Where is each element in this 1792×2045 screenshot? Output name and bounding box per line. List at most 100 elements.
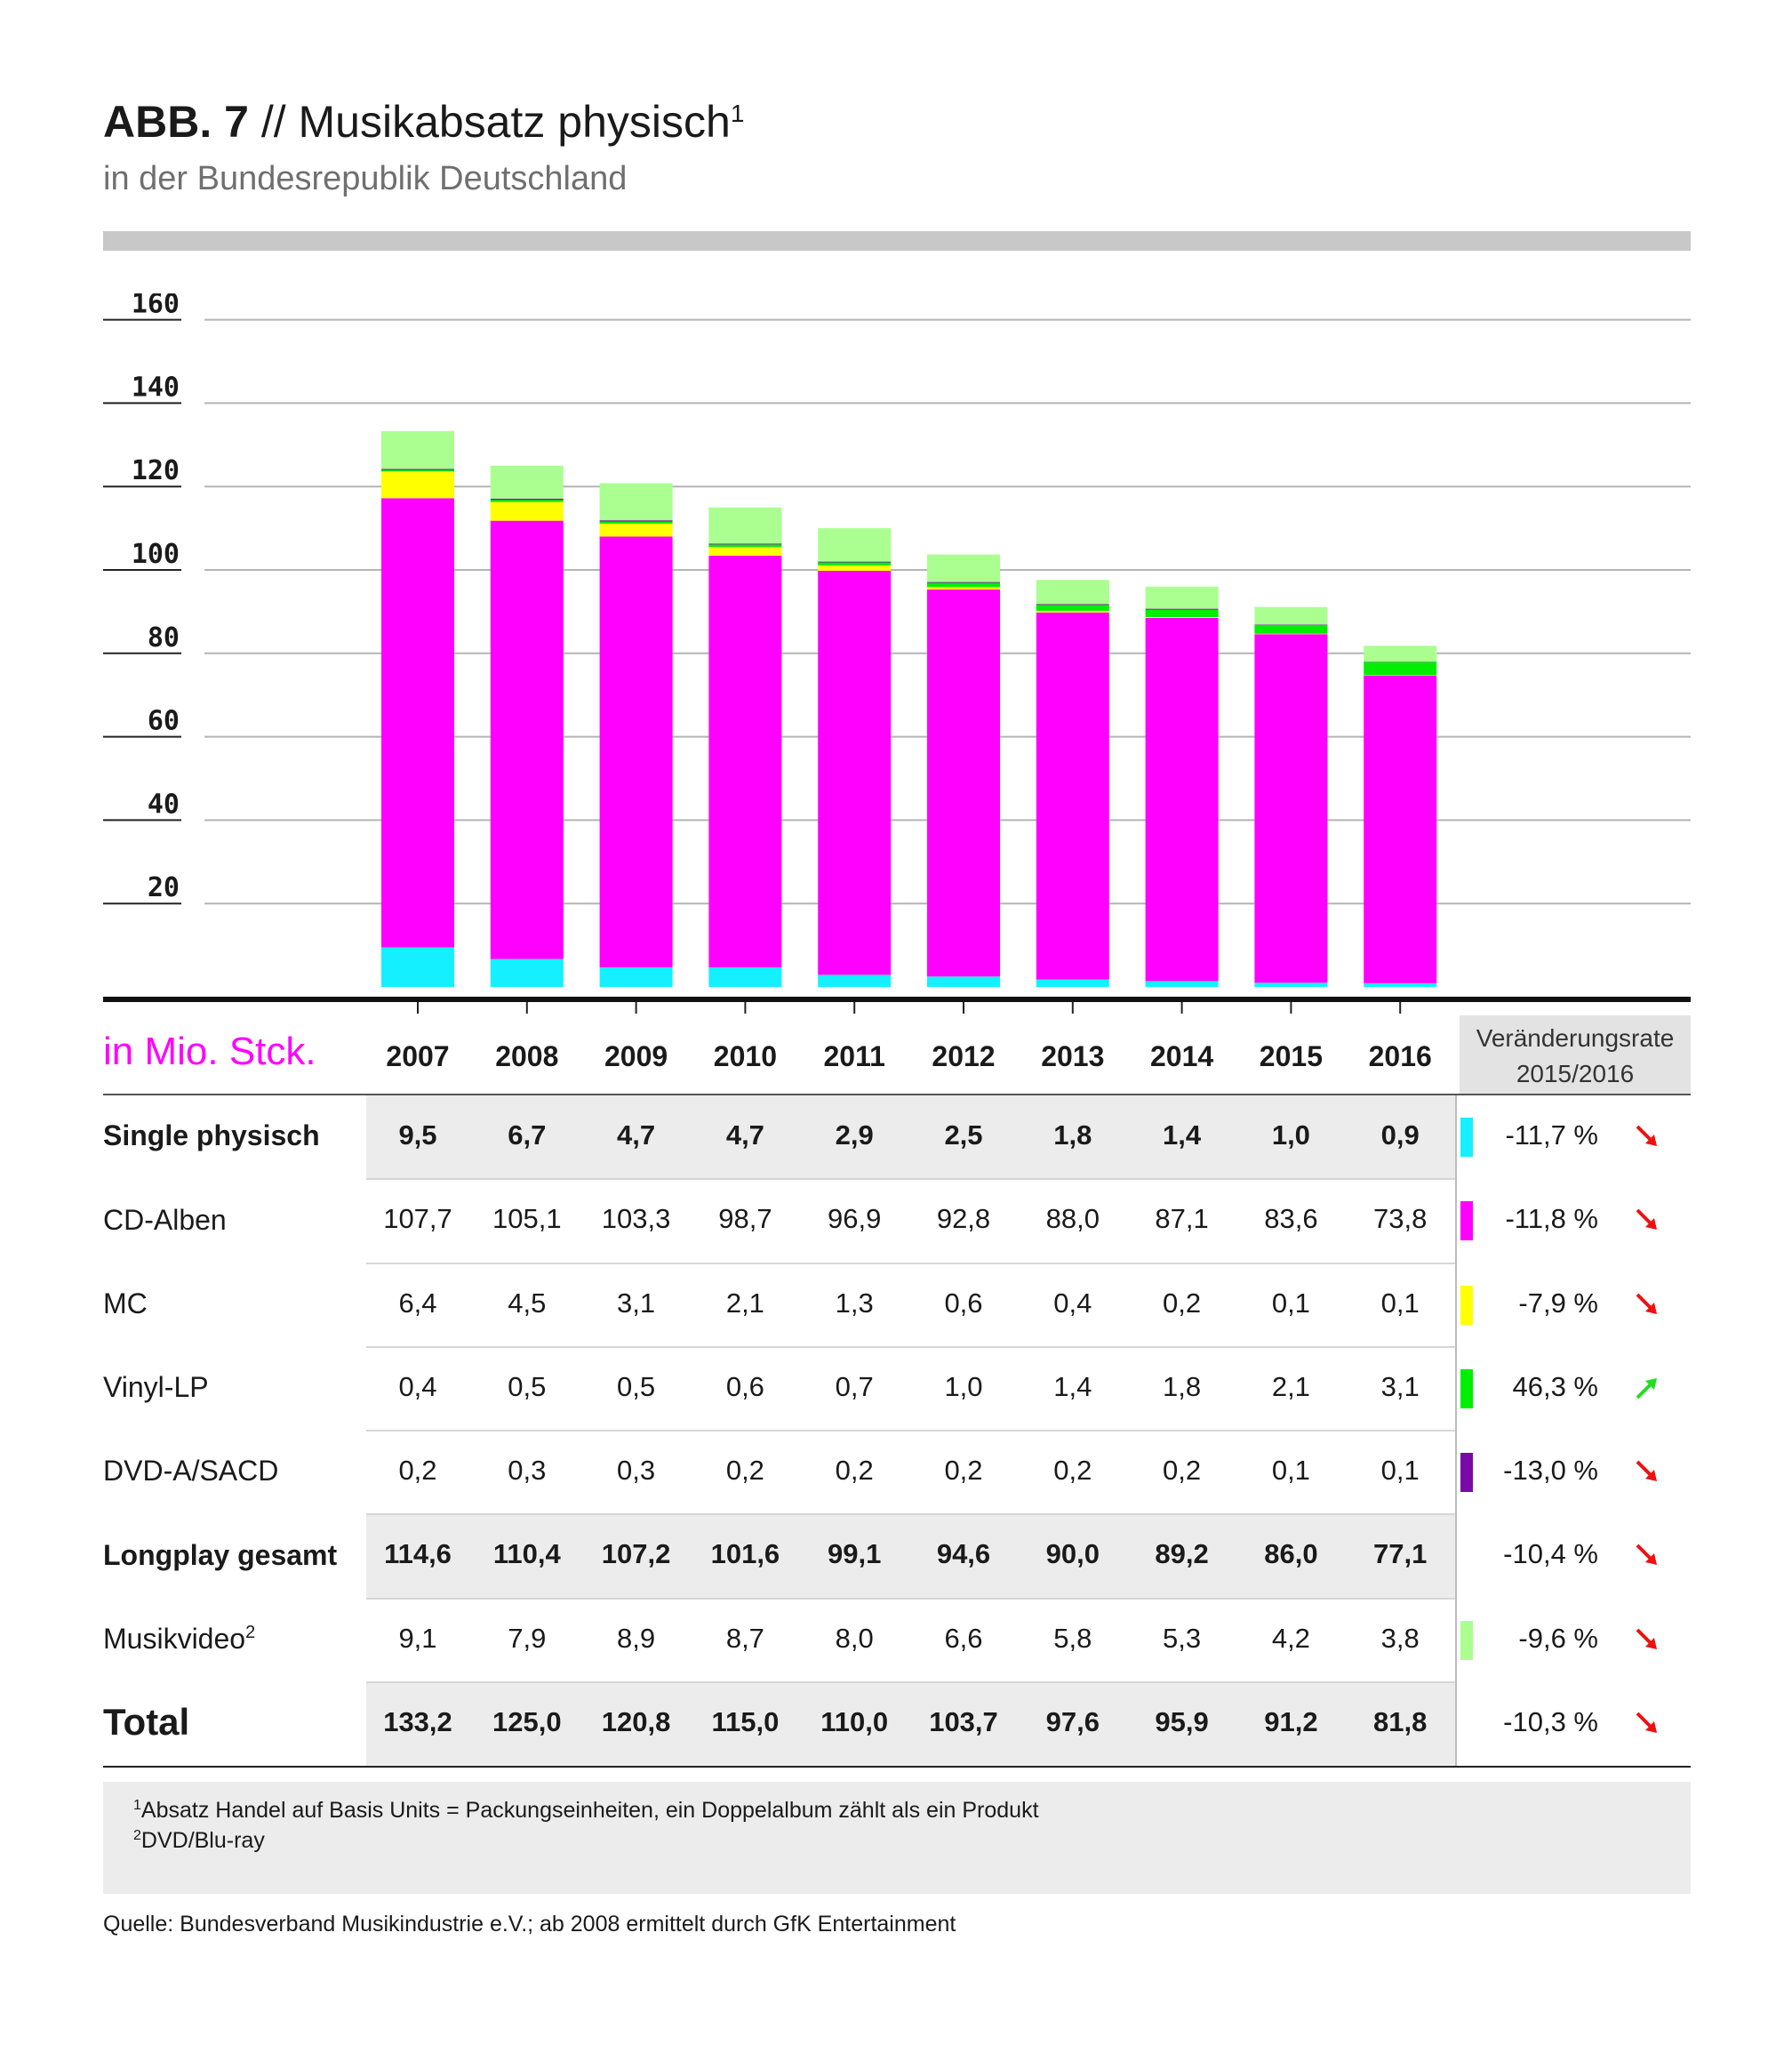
header-divider [103, 231, 1691, 251]
bar-2012-series-4 [927, 581, 1000, 583]
cell-total-2008: 125,0 [492, 1705, 562, 1737]
cell-dvd-a-sacd-2011: 0,2 [835, 1455, 874, 1487]
bar-2008-series-1 [490, 520, 564, 959]
cell-mc-2007: 6,4 [398, 1287, 437, 1319]
cell-longplay-gesamt-2014: 89,2 [1155, 1538, 1209, 1570]
bar-2015-series-1 [1254, 634, 1328, 983]
bar-2007-series-4 [381, 469, 454, 470]
trend-down-arrow-icon [1636, 1293, 1657, 1314]
row-separator [366, 1680, 1456, 1683]
year-header-2013: 2013 [1041, 1040, 1105, 1072]
bar-2009-series-3 [599, 521, 673, 524]
bar-2013-series-5 [1036, 580, 1109, 605]
change-rate-total: -10,3 % [1503, 1705, 1598, 1737]
cell-single-physisch-2010: 4,7 [725, 1119, 764, 1151]
cell-longplay-gesamt-2013: 90,0 [1045, 1538, 1100, 1570]
row-separator [366, 1430, 1456, 1432]
change-rate-dvd-a-sacd: -13,0 % [1503, 1455, 1598, 1487]
cell-cd-alben-2011: 96,9 [828, 1203, 882, 1235]
cell-vinyl-lp-2015: 2,1 [1271, 1370, 1310, 1402]
cell-musikvideo-2008: 7,9 [508, 1622, 547, 1654]
table-column-separator [1455, 1095, 1457, 1766]
cell-dvd-a-sacd-2012: 0,2 [944, 1455, 983, 1487]
cell-single-physisch-2012: 2,5 [944, 1119, 983, 1151]
cell-dvd-a-sacd-2016: 0,1 [1380, 1455, 1420, 1487]
legend-swatch-mc [1460, 1285, 1473, 1325]
table-header-divider [103, 1094, 1691, 1095]
title-footnote-mark: 1 [730, 100, 745, 127]
cell-dvd-a-sacd-2010: 0,2 [725, 1455, 764, 1487]
change-rate-header-line2: 2015/2016 [1516, 1060, 1635, 1087]
source-note: Quelle: Bundesverband Musikindustrie e.V… [103, 1912, 956, 1937]
row-separator [366, 1262, 1456, 1264]
y-tick-label-40: 40 [148, 789, 180, 820]
bar-2010-series-0 [708, 966, 782, 987]
cell-vinyl-lp-2016: 3,1 [1380, 1370, 1420, 1402]
bar-2012-series-1 [927, 589, 1000, 977]
bar-2011-series-1 [818, 570, 892, 975]
cell-longplay-gesamt-2016: 77,1 [1373, 1538, 1428, 1570]
bar-2009-series-2 [599, 523, 673, 537]
cell-mc-2014: 0,2 [1163, 1287, 1202, 1319]
cell-vinyl-lp-2012: 1,0 [944, 1370, 983, 1402]
cell-single-physisch-2009: 4,7 [617, 1119, 656, 1151]
cell-single-physisch-2014: 1,4 [1163, 1119, 1202, 1151]
bar-2009-series-5 [599, 483, 673, 521]
year-header-2014: 2014 [1150, 1040, 1214, 1072]
cell-single-physisch-2016: 0,9 [1380, 1119, 1420, 1151]
cell-musikvideo-2011: 8,0 [835, 1622, 874, 1654]
bar-2008-series-4 [490, 498, 564, 501]
footnote-box [103, 1782, 1691, 1894]
table-bottom-rule [103, 1766, 1691, 1768]
cell-total-2012: 103,7 [929, 1705, 998, 1737]
y-tick-label-160: 160 [132, 293, 180, 320]
row-separator [366, 1345, 1456, 1348]
cell-single-physisch-2013: 1,8 [1053, 1119, 1092, 1151]
trend-down-arrow-icon [1636, 1544, 1657, 1566]
bar-2011-series-0 [818, 974, 892, 987]
cell-total-2010: 115,0 [711, 1705, 780, 1737]
chart-title: ABB. 7 // Musikabsatz physisch1 [103, 96, 744, 148]
bar-2012-series-0 [927, 976, 1000, 987]
cell-musikvideo-2010: 8,7 [725, 1622, 764, 1654]
bar-2012-series-3 [927, 582, 1000, 588]
cell-musikvideo-2007: 9,1 [398, 1622, 437, 1654]
year-header-2011: 2011 [823, 1040, 885, 1072]
bar-2009-series-0 [599, 966, 673, 987]
trend-up-arrow-icon [1636, 1377, 1657, 1399]
bar-2008-series-2 [490, 501, 564, 521]
cell-longplay-gesamt-2007: 114,6 [384, 1538, 452, 1570]
cell-mc-2016: 0,1 [1380, 1287, 1420, 1319]
y-tick-label-140: 140 [132, 372, 180, 403]
cell-mc-2015: 0,1 [1271, 1287, 1310, 1319]
cell-vinyl-lp-2013: 1,4 [1053, 1370, 1092, 1402]
change-rate-longplay-gesamt: -10,4 % [1503, 1538, 1598, 1570]
year-header-2010: 2010 [713, 1040, 777, 1072]
bar-2010-series-5 [708, 507, 782, 544]
bar-2007-series-3 [381, 469, 454, 472]
cell-dvd-a-sacd-2009: 0,3 [617, 1455, 656, 1487]
cell-single-physisch-2008: 6,7 [508, 1119, 547, 1151]
change-rate-single-physisch: -11,7 % [1505, 1119, 1598, 1151]
bar-2007-series-0 [381, 947, 454, 987]
footnote-2-text: DVD/Blu-ray [140, 1828, 265, 1853]
bar-2007-series-5 [381, 430, 454, 469]
cell-cd-alben-2010: 98,7 [718, 1203, 772, 1235]
cell-longplay-gesamt-2008: 110,4 [492, 1538, 561, 1570]
bar-2013-series-0 [1036, 979, 1109, 987]
cell-musikvideo-2013: 5,8 [1053, 1622, 1092, 1654]
bar-2015-series-3 [1254, 624, 1328, 634]
cell-vinyl-lp-2008: 0,5 [508, 1370, 547, 1402]
row-label-longplay-gesamt: Longplay gesamt [103, 1538, 338, 1571]
bar-2014-series-0 [1145, 981, 1219, 987]
cell-mc-2013: 0,4 [1053, 1287, 1092, 1319]
cell-dvd-a-sacd-2008: 0,3 [508, 1455, 547, 1487]
row-label-total: Total [103, 1700, 190, 1743]
bar-2008-series-3 [490, 500, 564, 502]
cell-mc-2011: 1,3 [835, 1287, 874, 1319]
footnote-1: 1Absatz Handel auf Basis Units = Packung… [133, 1798, 1039, 1824]
bar-2013-series-4 [1036, 604, 1109, 605]
cell-single-physisch-2011: 2,9 [835, 1119, 874, 1151]
cell-longplay-gesamt-2012: 94,6 [936, 1538, 991, 1570]
cell-total-2014: 95,9 [1155, 1705, 1209, 1737]
